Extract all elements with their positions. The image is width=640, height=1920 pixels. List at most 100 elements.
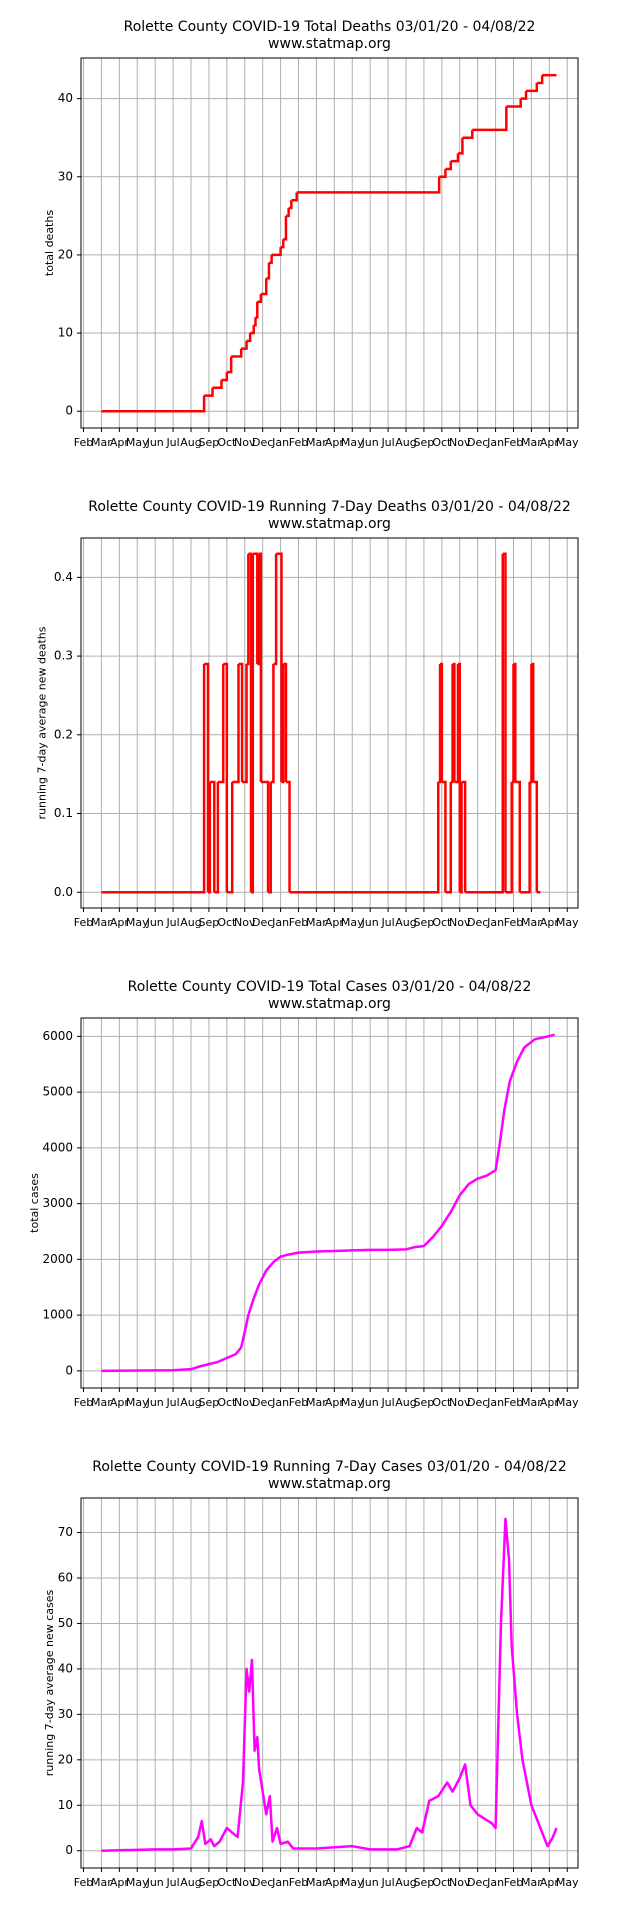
chart-title: Rolette County COVID-19 Running 7-Day De… — [88, 499, 571, 515]
step-segment — [273, 553, 278, 666]
step-segment — [445, 161, 453, 171]
step-segment — [529, 663, 533, 784]
step-segment — [252, 552, 259, 664]
y-tick-label: 2000 — [42, 1252, 73, 1266]
step-segment — [248, 552, 253, 893]
step-segment — [289, 782, 440, 894]
x-tick-label: Aug — [395, 916, 416, 929]
x-tick-label: May — [556, 1876, 579, 1889]
step-segment — [266, 262, 271, 280]
x-tick-label: Mar — [306, 1876, 327, 1889]
step-segment — [288, 200, 293, 210]
x-tick-label: May — [126, 916, 149, 929]
step-segment — [280, 239, 285, 249]
step-segment — [438, 663, 442, 784]
y-tick-label: 0.3 — [54, 649, 73, 663]
x-tick-label: Feb — [289, 1876, 308, 1889]
step-segment — [459, 782, 463, 894]
x-tick-label: Jul — [380, 1396, 394, 1409]
x-tick-label: Apr — [110, 1396, 130, 1409]
y-tick-label: 4000 — [42, 1140, 73, 1154]
step-segment — [536, 75, 544, 85]
x-tick-label: Apr — [110, 916, 130, 929]
step-segment — [260, 278, 268, 296]
step-segment — [511, 663, 515, 784]
x-tick-label: Feb — [74, 916, 93, 929]
data-line — [101, 1033, 556, 1373]
chart-subtitle: www.statmap.org — [268, 1476, 391, 1492]
x-tick-label: May — [556, 436, 579, 449]
x-tick-label: Feb — [74, 436, 93, 449]
step-segment — [101, 663, 206, 894]
x-tick-label: Feb — [289, 436, 308, 449]
x-tick-label: Mar — [91, 1876, 112, 1889]
y-tick-label: 70 — [58, 1525, 73, 1539]
step-segment — [505, 782, 513, 894]
step-segment — [472, 106, 508, 132]
x-tick-label: Jun — [361, 1396, 379, 1409]
x-tick-label: Dec — [252, 916, 273, 929]
step-segment — [270, 663, 275, 784]
x-tick-label: Aug — [180, 916, 201, 929]
step-segment — [462, 129, 474, 139]
x-tick-label: Jun — [146, 1396, 164, 1409]
data-line — [101, 1517, 558, 1852]
x-tick-label: Nov — [234, 916, 256, 929]
x-tick-label: Nov — [234, 1396, 256, 1409]
x-tick-label: Aug — [180, 1876, 201, 1889]
step-segment — [457, 662, 462, 893]
y-tick-label: 20 — [58, 247, 73, 261]
step-segment — [519, 782, 531, 894]
step-segment — [291, 192, 298, 202]
step-segment — [283, 215, 288, 241]
x-tick-label: Mar — [91, 436, 112, 449]
x-tick-label: Sep — [414, 916, 435, 929]
x-tick-label: Oct — [432, 1396, 452, 1409]
chart-title: Rolette County COVID-19 Total Deaths 03/… — [124, 19, 536, 35]
x-tick-label: Jan — [486, 1396, 504, 1409]
step-segment — [214, 782, 220, 894]
x-tick-label: Apr — [325, 1396, 345, 1409]
x-tick-label: Feb — [289, 1396, 308, 1409]
step-segment — [450, 153, 460, 163]
step-segment — [223, 662, 229, 893]
step-segment — [257, 293, 263, 304]
x-tick-label: Nov — [234, 1876, 256, 1889]
y-axis-label: running 7-day average new cases — [43, 1590, 56, 1777]
x-tick-label: Nov — [449, 436, 471, 449]
step-segment — [217, 663, 225, 784]
x-tick-label: Mar — [521, 436, 542, 449]
x-tick-label: Mar — [306, 1396, 327, 1409]
x-tick-label: May — [126, 436, 149, 449]
plot-frame — [80, 537, 579, 909]
x-tick-label: Mar — [521, 1876, 542, 1889]
step-segment — [246, 333, 252, 343]
y-tick-label: 0.4 — [54, 570, 73, 584]
x-tick-label: Feb — [74, 1876, 93, 1889]
x-tick-label: Oct — [217, 916, 237, 929]
step-segment — [226, 782, 234, 894]
step-segment — [285, 208, 290, 218]
step-segment — [515, 780, 522, 893]
y-tick-label: 0 — [65, 1363, 73, 1377]
x-tick-label: Nov — [449, 1396, 471, 1409]
x-tick-label: May — [341, 436, 364, 449]
step-segment — [439, 168, 447, 179]
x-tick-label: Oct — [432, 916, 452, 929]
y-axis-label: total cases — [28, 1173, 41, 1233]
step-segment — [502, 552, 507, 893]
step-segment — [204, 387, 214, 397]
step-segment — [255, 301, 259, 319]
x-tick-label: Oct — [432, 1876, 452, 1889]
x-tick-label: Mar — [91, 916, 112, 929]
step-segment — [250, 325, 255, 335]
y-tick-label: 6000 — [42, 1029, 73, 1043]
step-segment — [296, 176, 441, 194]
y-tick-label: 10 — [58, 1798, 73, 1812]
x-tick-label: Jul — [380, 1876, 394, 1889]
x-tick-label: May — [126, 1876, 149, 1889]
x-tick-label: Apr — [540, 436, 560, 449]
x-tick-label: Mar — [91, 1396, 112, 1409]
x-tick-label: Feb — [504, 1396, 523, 1409]
